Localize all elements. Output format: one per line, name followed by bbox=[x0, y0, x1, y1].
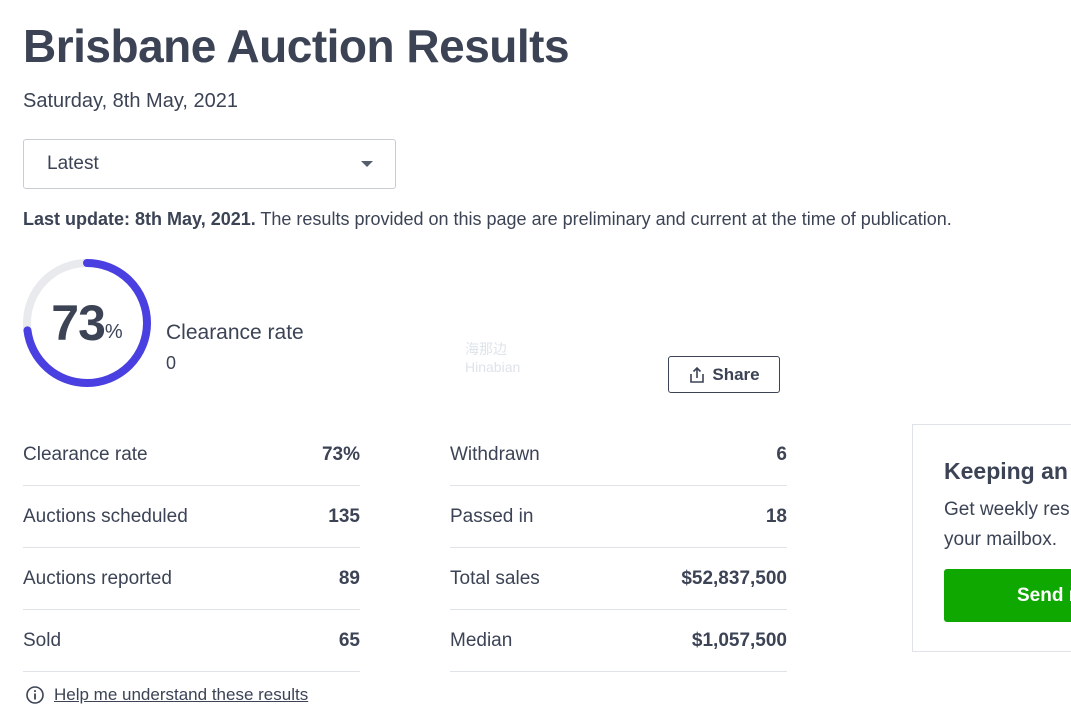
stat-row: Auctions reported 89 bbox=[23, 548, 360, 610]
stat-label: Sold bbox=[23, 629, 62, 651]
stat-label: Auctions reported bbox=[23, 567, 172, 589]
stats-table-right: Withdrawn 6 Passed in 18 Total sales $52… bbox=[450, 424, 787, 672]
stat-row: Median $1,057,500 bbox=[450, 610, 787, 672]
stat-value: 89 bbox=[338, 567, 360, 589]
stat-label: Median bbox=[450, 629, 513, 651]
send-button[interactable]: Send r bbox=[944, 569, 1071, 622]
help-link-row: Help me understand these results bbox=[25, 685, 308, 705]
stat-row: Withdrawn 6 bbox=[450, 424, 787, 486]
watermark-line2: Hinabian bbox=[465, 359, 521, 375]
share-icon bbox=[690, 366, 705, 383]
stat-label: Withdrawn bbox=[450, 443, 540, 465]
stat-value: 65 bbox=[338, 629, 360, 651]
watermark: 海那边 Hinabian bbox=[465, 340, 520, 376]
clearance-percent: 73 bbox=[51, 295, 106, 351]
info-icon bbox=[26, 686, 44, 704]
stat-value: 18 bbox=[765, 505, 787, 527]
share-label: Share bbox=[712, 364, 760, 384]
stat-label: Auctions scheduled bbox=[23, 505, 188, 527]
chevron-down-icon bbox=[361, 161, 373, 167]
stat-row: Auctions scheduled 135 bbox=[23, 486, 360, 548]
stat-value: 135 bbox=[328, 505, 360, 527]
newsletter-card: Keeping an Get weekly res your mailbox. S… bbox=[912, 424, 1071, 652]
stat-value: 73% bbox=[321, 443, 360, 465]
clearance-rate-label: Clearance rate bbox=[166, 321, 304, 344]
watermark-line1: 海那边 bbox=[465, 341, 507, 357]
stat-label: Passed in bbox=[450, 505, 534, 527]
last-update-date: Last update: 8th May, 2021. bbox=[23, 209, 256, 229]
stat-value: $52,837,500 bbox=[681, 567, 787, 589]
auction-date: Saturday, 8th May, 2021 bbox=[23, 90, 238, 112]
clearance-rate-value: 73% bbox=[22, 258, 152, 388]
help-understand-link[interactable]: Help me understand these results bbox=[54, 685, 309, 704]
last-update-text: The results provided on this page are pr… bbox=[255, 209, 952, 229]
stat-row: Sold 65 bbox=[23, 610, 360, 672]
ring-progress bbox=[23, 259, 151, 387]
stats-table-left: Clearance rate 73% Auctions scheduled 13… bbox=[23, 424, 360, 672]
stat-label: Clearance rate bbox=[23, 443, 148, 465]
newsletter-text-line2: your mailbox. bbox=[944, 529, 1057, 550]
results-period-select[interactable]: Latest bbox=[23, 139, 396, 189]
stat-value: 6 bbox=[776, 443, 787, 465]
clearance-rate-ring bbox=[23, 259, 151, 387]
stat-label: Total sales bbox=[450, 567, 540, 589]
last-update-notice: Last update: 8th May, 2021. The results … bbox=[23, 209, 952, 230]
page-title: Brisbane Auction Results bbox=[23, 20, 570, 72]
newsletter-text-line1: Get weekly res bbox=[944, 499, 1070, 520]
stat-row: Total sales $52,837,500 bbox=[450, 548, 787, 610]
stat-row: Passed in 18 bbox=[450, 486, 787, 548]
stat-value: $1,057,500 bbox=[691, 629, 787, 651]
newsletter-text: Get weekly res your mailbox. bbox=[944, 495, 1071, 555]
percent-symbol: % bbox=[104, 320, 123, 343]
stat-row: Clearance rate 73% bbox=[23, 424, 360, 486]
newsletter-title: Keeping an bbox=[944, 458, 1068, 484]
clearance-rate-sub: 0 bbox=[166, 353, 177, 373]
share-button[interactable]: Share bbox=[668, 356, 780, 393]
select-value: Latest bbox=[47, 153, 99, 174]
